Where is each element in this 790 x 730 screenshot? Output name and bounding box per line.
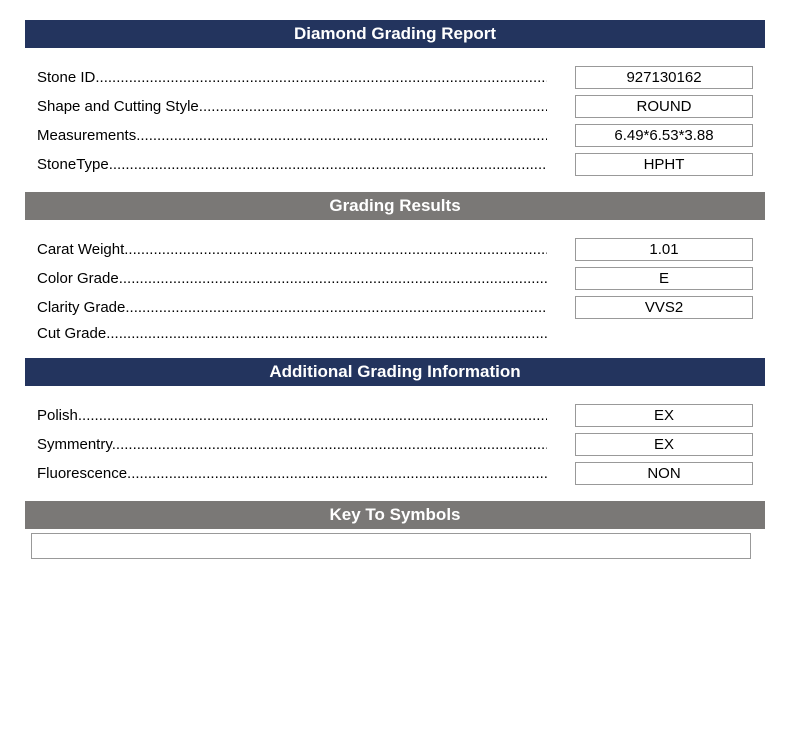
row-polish: Polish EX <box>37 404 765 427</box>
row-symmetry: Symmentry EX <box>37 433 765 456</box>
row-clarity-grade: Clarity Grade VVS2 <box>37 296 765 319</box>
value-carat-weight: 1.01 <box>575 238 753 261</box>
value-polish: EX <box>575 404 753 427</box>
value-measurements: 6.49*6.53*3.88 <box>575 124 753 147</box>
label-color-grade: Color Grade <box>37 270 547 287</box>
row-shape: Shape and Cutting Style ROUND <box>37 95 765 118</box>
value-shape: ROUND <box>575 95 753 118</box>
row-carat-weight: Carat Weight 1.01 <box>37 238 765 261</box>
label-cut-grade: Cut Grade <box>37 325 547 342</box>
grading-results-bar: Grading Results <box>25 192 765 220</box>
row-stone-id: Stone ID 927130162 <box>37 66 765 89</box>
label-symmetry: Symmentry <box>37 436 547 453</box>
label-measurements: Measurements <box>37 127 547 144</box>
label-stone-id: Stone ID <box>37 69 547 86</box>
row-fluorescence: Fluorescence NON <box>37 462 765 485</box>
label-clarity-grade: Clarity Grade <box>37 299 547 316</box>
additional-info-bar: Additional Grading Information <box>25 358 765 386</box>
label-polish: Polish <box>37 407 547 424</box>
value-stone-type: HPHT <box>575 153 753 176</box>
report-title-bar: Diamond Grading Report <box>25 20 765 48</box>
value-fluorescence: NON <box>575 462 753 485</box>
label-stone-type: StoneType <box>37 156 547 173</box>
grading-results-title: Grading Results <box>329 196 460 215</box>
label-fluorescence: Fluorescence <box>37 465 547 482</box>
value-color-grade: E <box>575 267 753 290</box>
additional-info-title: Additional Grading Information <box>269 362 520 381</box>
label-carat-weight: Carat Weight <box>37 241 547 258</box>
row-cut-grade: Cut Grade <box>37 325 765 342</box>
row-measurements: Measurements 6.49*6.53*3.88 <box>37 124 765 147</box>
row-color-grade: Color Grade E <box>37 267 765 290</box>
label-shape: Shape and Cutting Style <box>37 98 547 115</box>
value-stone-id: 927130162 <box>575 66 753 89</box>
value-clarity-grade: VVS2 <box>575 296 753 319</box>
symbols-box <box>31 533 751 559</box>
report-title: Diamond Grading Report <box>294 24 496 43</box>
key-symbols-title: Key To Symbols <box>330 505 461 524</box>
value-symmetry: EX <box>575 433 753 456</box>
key-symbols-bar: Key To Symbols <box>25 501 765 529</box>
row-stone-type: StoneType HPHT <box>37 153 765 176</box>
